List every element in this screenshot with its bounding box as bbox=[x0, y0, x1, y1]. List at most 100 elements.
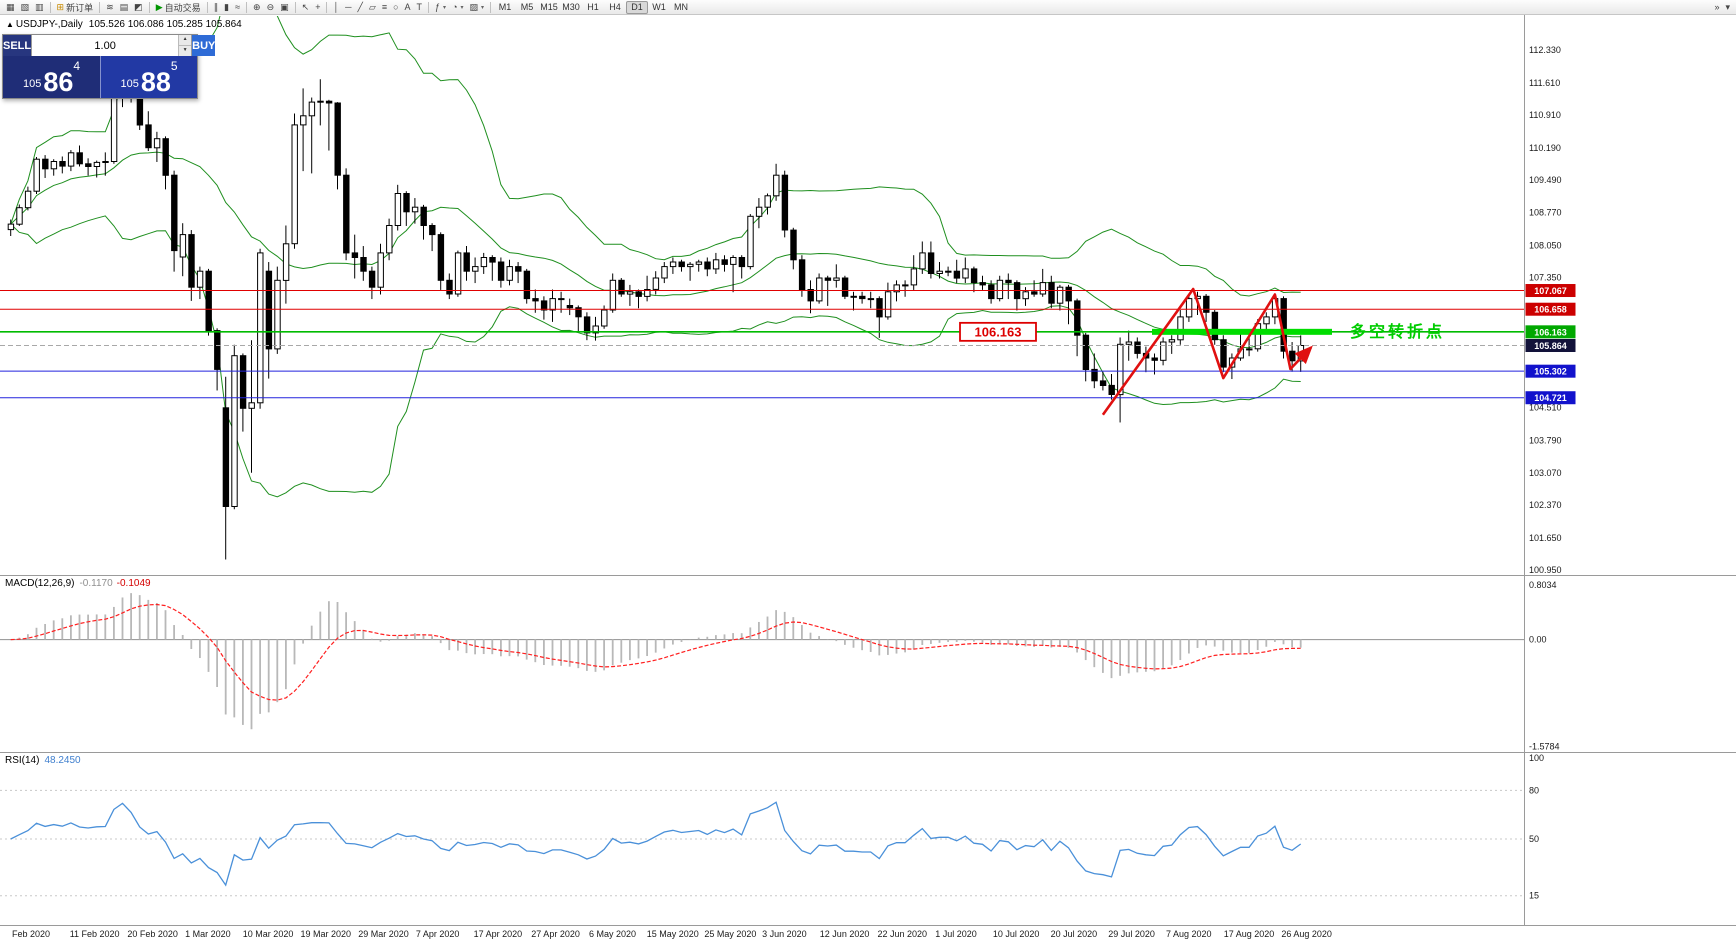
timeframe-m15-button[interactable]: M15 bbox=[540, 2, 558, 12]
timeframe-d1-button[interactable]: D1 bbox=[626, 0, 649, 14]
ohlc-values: 105.526 106.086 105.285 105.864 bbox=[88, 19, 242, 30]
periods-icon[interactable]: ◔ ▾ bbox=[452, 1, 464, 12]
svg-text:3 Jun 2020: 3 Jun 2020 bbox=[762, 929, 807, 939]
timeframe-h4-button[interactable]: H4 bbox=[609, 2, 621, 12]
svg-text:19 Mar 2020: 19 Mar 2020 bbox=[301, 929, 352, 939]
bollinger-middle-band bbox=[10, 151, 1301, 349]
macd-panel[interactable]: 0.8034 0.00 -1.5784 bbox=[0, 580, 1560, 752]
bar-chart-icon[interactable]: ∥ bbox=[213, 1, 219, 12]
tile-windows-icon[interactable]: ▣ bbox=[280, 1, 289, 12]
axis-label-104.721 bbox=[1525, 391, 1576, 405]
timeframe-m5-button[interactable]: M5 bbox=[520, 2, 534, 12]
svg-text:100.950: 100.950 bbox=[1529, 565, 1562, 575]
vertical-line-icon[interactable]: │ bbox=[333, 1, 340, 12]
toolbar-customize-icon[interactable]: ▾ bbox=[1725, 1, 1730, 12]
lot-input[interactable] bbox=[32, 35, 179, 56]
autotrade-button[interactable]: ▶ 自动交易 bbox=[155, 1, 201, 13]
sell-button[interactable]: SELL bbox=[3, 35, 32, 56]
buy-button[interactable]: BUY bbox=[192, 35, 216, 56]
zigzag-annotation[interactable] bbox=[1101, 287, 1313, 416]
buy-price-prefix: 105 bbox=[120, 78, 139, 90]
rsi-line bbox=[10, 801, 1302, 887]
svg-text:1 Jul 2020: 1 Jul 2020 bbox=[935, 929, 977, 939]
svg-text:10 Jul 2020: 10 Jul 2020 bbox=[993, 929, 1040, 939]
time-axis[interactable]: Feb 2020 11 Feb 2020 20 Feb 2020 1 Mar 2020… bbox=[12, 929, 1332, 939]
bollinger-lower-band bbox=[10, 215, 1301, 498]
symbol-marker-icon: ▲ bbox=[6, 20, 14, 29]
crosshair-icon[interactable]: + bbox=[315, 1, 321, 12]
svg-text:11 Feb 2020: 11 Feb 2020 bbox=[70, 929, 120, 939]
shapes-icon[interactable]: ○ bbox=[393, 1, 399, 12]
timeframe-m1-button[interactable]: M1 bbox=[498, 2, 512, 12]
macd-label: MACD(12,26,9) -0.1170 -0.1049 bbox=[5, 578, 151, 589]
channel-icon[interactable]: ▱ bbox=[368, 1, 376, 12]
svg-text:108.050: 108.050 bbox=[1529, 241, 1562, 251]
sell-price-big: 86 bbox=[43, 67, 74, 98]
svg-text:104.721: 104.721 bbox=[1534, 393, 1567, 403]
arrows-icon[interactable]: T bbox=[416, 1, 423, 12]
svg-text:6 May 2020: 6 May 2020 bbox=[589, 929, 636, 939]
buy-price-big: 88 bbox=[140, 67, 171, 98]
candlestick-chart-icon[interactable]: ▮ bbox=[224, 1, 230, 12]
price-callout-box[interactable] bbox=[959, 321, 1037, 342]
svg-text:29 Mar 2020: 29 Mar 2020 bbox=[358, 929, 409, 939]
timeframe-mn-button[interactable]: MN bbox=[674, 2, 689, 12]
toolbar-separator bbox=[326, 1, 328, 13]
toolbar-separator bbox=[294, 1, 296, 13]
lot-decrease-button[interactable]: ▼ bbox=[179, 45, 192, 56]
zoom-out-icon[interactable]: ⊖ bbox=[266, 1, 275, 12]
turning-point-highlight[interactable] bbox=[1152, 328, 1332, 335]
bollinger-upper-band bbox=[10, 16, 1301, 297]
svg-text:104.510: 104.510 bbox=[1529, 402, 1562, 412]
trendline-icon[interactable]: ╱ bbox=[357, 1, 363, 12]
svg-text:100: 100 bbox=[1529, 753, 1544, 763]
templates-icon[interactable]: ▨ ▾ bbox=[469, 1, 485, 12]
svg-text:12 Jun 2020: 12 Jun 2020 bbox=[820, 929, 870, 939]
market-depth-icon[interactable]: ≋ bbox=[106, 1, 114, 12]
lot-size-box: ▲ ▼ bbox=[31, 35, 193, 56]
toolbar-right-icons: » ▾ bbox=[1711, 1, 1733, 14]
cn-annotation-text[interactable]: 多空转折点 bbox=[1350, 322, 1445, 341]
toolbar-separator bbox=[49, 1, 51, 13]
svg-text:110.190: 110.190 bbox=[1529, 143, 1561, 153]
text-icon[interactable]: A bbox=[404, 1, 411, 12]
toolbar-separator bbox=[246, 1, 248, 13]
zoom-in-icon[interactable]: ⊕ bbox=[253, 1, 261, 12]
buy-price-display[interactable]: 105 88 5 bbox=[100, 56, 197, 98]
svg-text:20 Jul 2020: 20 Jul 2020 bbox=[1051, 929, 1098, 939]
rsi-name: RSI(14) bbox=[5, 755, 40, 766]
macd-value-main: -0.1170 bbox=[79, 578, 113, 589]
indicators-icon[interactable]: ƒ ▾ bbox=[435, 1, 447, 12]
profiles-icon[interactable]: ▧ bbox=[20, 1, 30, 12]
svg-text:106.658: 106.658 bbox=[1534, 305, 1567, 315]
horizontal-line-icon[interactable]: ─ bbox=[345, 1, 352, 12]
price-panel[interactable] bbox=[7, 0, 1305, 560]
sell-price-display[interactable]: 105 86 4 bbox=[3, 56, 100, 98]
svg-text:15 May 2020: 15 May 2020 bbox=[647, 929, 699, 939]
chart-windows-icon[interactable]: ▥ bbox=[35, 1, 44, 12]
symbol-period-label: USDJPY-,Daily bbox=[15, 19, 83, 30]
axis-label-106.163 bbox=[1525, 325, 1576, 339]
rsi-label: RSI(14) 48.2450 bbox=[5, 755, 81, 766]
timeframe-m30-button[interactable]: M30 bbox=[562, 2, 580, 12]
lot-increase-button[interactable]: ▲ bbox=[179, 35, 192, 45]
one-click-trading-panel: SELL ▲ ▼ BUY 105 86 4 105 88 5 bbox=[2, 34, 216, 99]
price-axis[interactable]: 112.330 111.610 110.910 110.190 109.490 108.7… bbox=[1525, 45, 1576, 575]
fibonacci-icon[interactable]: ≡ bbox=[381, 1, 388, 12]
timeframe-h1-button[interactable]: H1 bbox=[587, 2, 599, 12]
timeframe-w1-button[interactable]: W1 bbox=[652, 2, 666, 12]
svg-text:25 May 2020: 25 May 2020 bbox=[704, 929, 756, 939]
toolbar-overflow-icon[interactable]: » bbox=[1714, 1, 1720, 12]
rsi-panel[interactable]: 100 80 50 15 bbox=[0, 753, 1544, 901]
cursor-icon[interactable]: ↖ bbox=[301, 1, 310, 12]
svg-text:10 Mar 2020: 10 Mar 2020 bbox=[243, 929, 294, 939]
toolbar-separator bbox=[206, 1, 208, 13]
new-chart-icon[interactable]: ▦ bbox=[6, 1, 15, 12]
line-chart-icon[interactable]: ≈ bbox=[235, 1, 241, 12]
data-window-icon[interactable]: ▤ bbox=[119, 1, 129, 12]
new-order-button[interactable]: ⊞ 新订单 bbox=[56, 1, 94, 13]
svg-text:7 Aug 2020: 7 Aug 2020 bbox=[1166, 929, 1212, 939]
strategy-tester-icon[interactable]: ◩ bbox=[134, 1, 143, 12]
